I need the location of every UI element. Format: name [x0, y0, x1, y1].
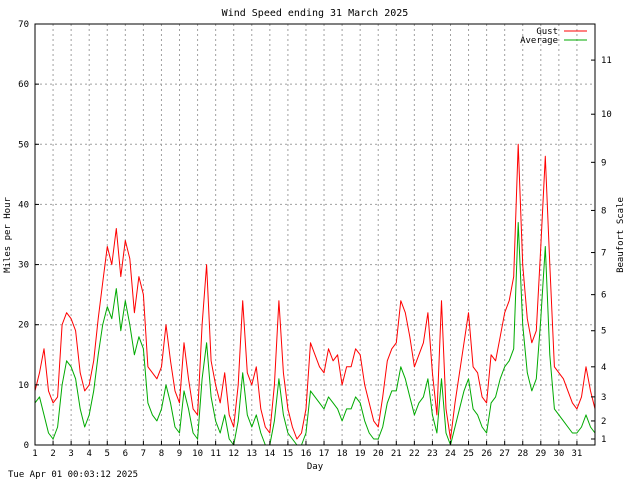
timestamp: Tue Apr 01 00:03:12 2025	[8, 470, 138, 480]
x-tick-label: 23	[427, 449, 438, 459]
x-tick-label: 4	[86, 449, 91, 459]
series-line-average	[34, 222, 596, 446]
x-tick-label: 5	[105, 449, 110, 459]
beaufort-axis-ticks: 1 2 3 4 5 6 7 8 9 10 11	[591, 56, 612, 445]
beaufort-tick-label: 4	[601, 363, 606, 373]
x-tick-label: 30	[553, 449, 564, 459]
x-tick-label: 8	[159, 449, 164, 459]
x-tick-label: 28	[517, 449, 528, 459]
beaufort-tick-label: 7	[601, 249, 606, 259]
x-tick-label: 2	[50, 449, 55, 459]
y-tick-label: 30	[18, 261, 29, 271]
legend-label-average: Average	[520, 36, 558, 46]
x-tick-label: 18	[337, 449, 348, 459]
x-tick-label: 7	[141, 449, 146, 459]
chart-title: Wind Speed ending 31 March 2025	[222, 8, 409, 19]
y-axis-ticks: 0 10 20 30 40 50 60 70	[18, 20, 39, 451]
x-tick-label: 25	[463, 449, 474, 459]
x-tick-label: 31	[572, 449, 583, 459]
beaufort-axis-label: Beaufort Scale	[616, 197, 626, 273]
y-axis-label: Miles per Hour	[3, 196, 13, 272]
y-tick-label: 0	[24, 441, 29, 451]
x-tick-label: 10	[192, 449, 203, 459]
y-tick-label: 20	[18, 321, 29, 331]
x-tick-label: 14	[264, 449, 275, 459]
x-tick-label: 29	[535, 449, 546, 459]
legend-label-gust: Gust	[536, 27, 558, 37]
y-tick-label: 50	[18, 140, 29, 150]
beaufort-tick-label: 2	[601, 417, 606, 427]
series-layer	[34, 143, 596, 446]
beaufort-tick-label: 10	[601, 110, 612, 120]
beaufort-tick-label: 3	[601, 393, 606, 403]
beaufort-tick-label: 8	[601, 206, 606, 216]
x-tick-label: 3	[68, 449, 73, 459]
x-tick-label: 26	[481, 449, 492, 459]
x-tick-label: 13	[246, 449, 257, 459]
beaufort-tick-label: 9	[601, 158, 606, 168]
y-tick-label: 70	[18, 20, 29, 30]
x-tick-label: 22	[409, 449, 420, 459]
x-tick-label: 15	[282, 449, 293, 459]
x-tick-label: 24	[445, 449, 456, 459]
x-tick-label: 12	[228, 449, 239, 459]
x-tick-label: 6	[123, 449, 128, 459]
series-line-gust	[34, 143, 596, 440]
y-tick-label: 10	[18, 381, 29, 391]
beaufort-tick-label: 11	[601, 56, 612, 66]
x-axis-ticks: 1 2 3 4 5 6 7 8 9 10 11 12 13 14 15 16 17 18 19 20 21 22 23 24 2…	[32, 441, 582, 459]
x-tick-label: 27	[499, 449, 510, 459]
y-tick-label: 60	[18, 80, 29, 90]
legend: Gust Average	[520, 27, 587, 46]
beaufort-tick-label: 1	[601, 435, 606, 445]
gridlines	[35, 24, 595, 445]
x-axis-label: Day	[307, 462, 324, 472]
x-tick-label: 19	[355, 449, 366, 459]
x-tick-label: 11	[210, 449, 221, 459]
beaufort-tick-label: 6	[601, 291, 606, 301]
x-tick-label: 16	[301, 449, 312, 459]
x-tick-label: 21	[391, 449, 402, 459]
plot-frame	[34, 23, 596, 446]
x-tick-label: 20	[373, 449, 384, 459]
x-tick-label: 17	[319, 449, 330, 459]
x-tick-label: 1	[32, 449, 37, 459]
beaufort-tick-label: 5	[601, 327, 606, 337]
x-tick-label: 9	[177, 449, 182, 459]
y-tick-label: 40	[18, 200, 29, 210]
